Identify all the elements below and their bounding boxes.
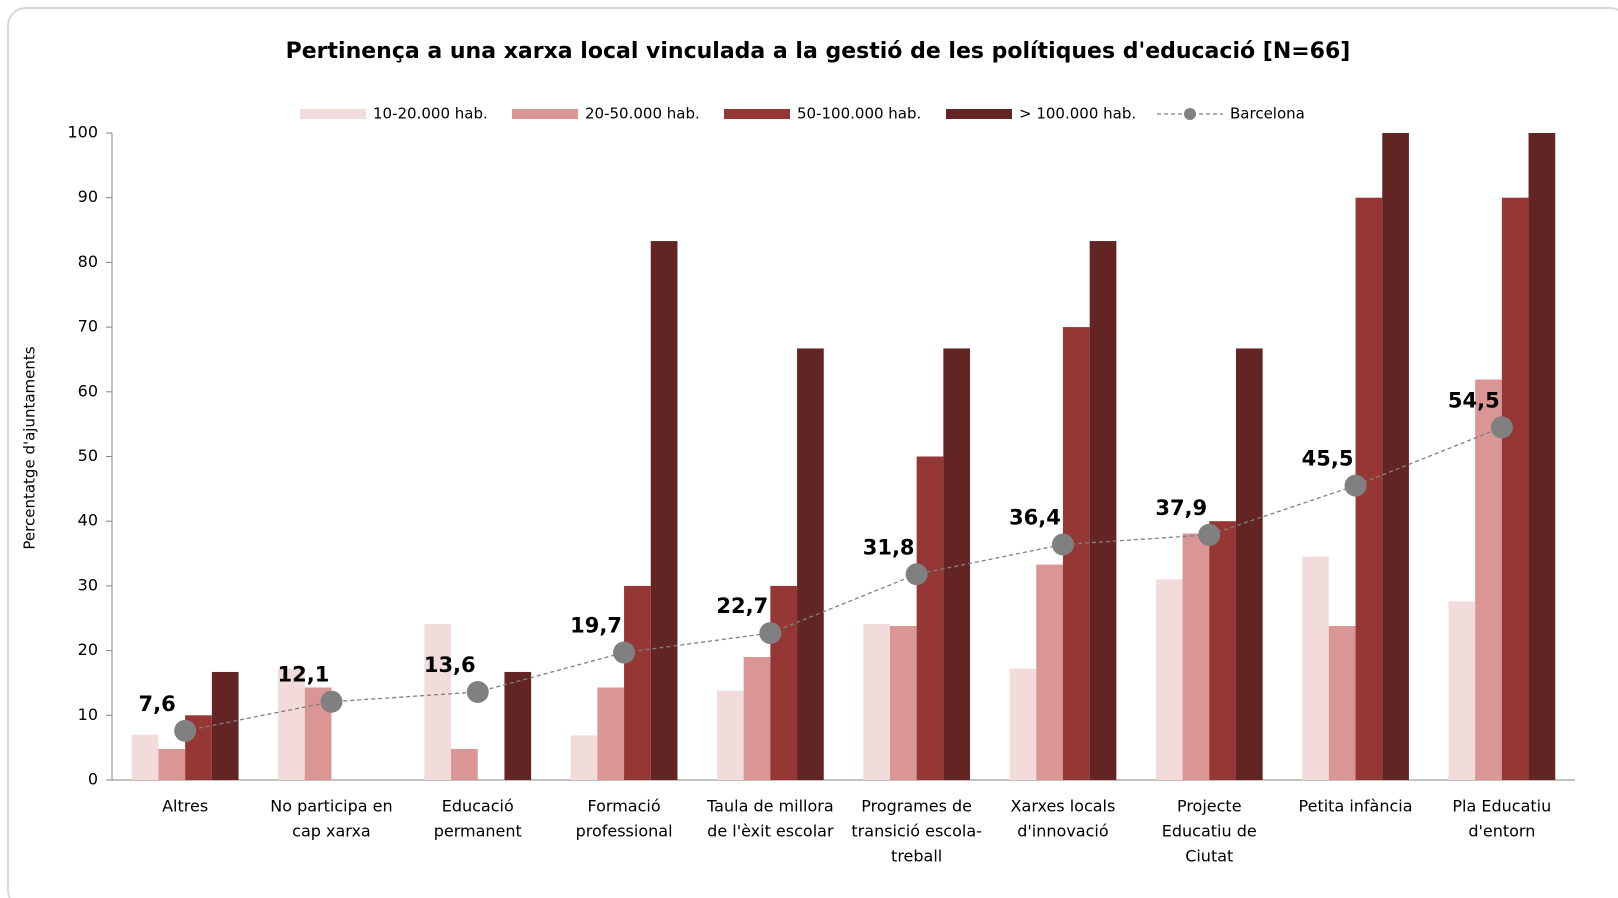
bar xyxy=(424,624,452,780)
y-tick-label: 80 xyxy=(78,252,98,271)
y-tick-label: 30 xyxy=(78,575,98,594)
legend-swatch xyxy=(946,109,1012,119)
legend-swatch xyxy=(300,109,366,119)
line xyxy=(185,426,1503,732)
x-tick-label: Taula de millora xyxy=(706,797,834,816)
data-label: 13,6 xyxy=(424,653,476,677)
x-tick-label: transició escola- xyxy=(851,822,981,841)
bar xyxy=(570,735,598,780)
bar xyxy=(1475,379,1502,780)
bar xyxy=(1036,564,1063,780)
bar xyxy=(770,585,798,780)
legend-swatch xyxy=(1184,108,1196,120)
legend-label: Barcelona xyxy=(1230,105,1305,123)
bar xyxy=(650,241,678,780)
x-tick-label: Educatiu de xyxy=(1162,822,1257,841)
bar xyxy=(743,657,771,780)
bar xyxy=(211,671,239,780)
bar xyxy=(1182,533,1210,780)
bar xyxy=(597,687,625,780)
y-tick-label: 100 xyxy=(67,123,98,142)
y-tick-label: 0 xyxy=(88,770,98,789)
bar xyxy=(943,348,971,780)
legend-label: 10-20.000 hab. xyxy=(373,105,488,123)
marker xyxy=(174,719,197,742)
bar xyxy=(1302,556,1329,780)
x-tick-label: treball xyxy=(891,847,942,866)
data-label: 36,4 xyxy=(1009,505,1061,529)
bar xyxy=(716,690,744,780)
data-label: 45,5 xyxy=(1302,447,1354,471)
marker xyxy=(1198,523,1221,546)
x-tick-label: Pla Educatiu xyxy=(1452,797,1551,816)
data-label: 7,6 xyxy=(139,692,176,716)
y-tick-label: 10 xyxy=(78,705,98,724)
y-axis-label: Percentatge d'ajuntaments xyxy=(21,346,39,549)
y-tick-label: 90 xyxy=(78,187,98,206)
data-label: 12,1 xyxy=(278,663,330,687)
x-tick-label: Altres xyxy=(162,797,208,816)
bar xyxy=(158,748,186,780)
data-label: 22,7 xyxy=(716,594,768,618)
bar xyxy=(1501,197,1529,780)
y-tick-label: 40 xyxy=(78,511,98,530)
data-label: 54,5 xyxy=(1448,388,1500,412)
x-tick-label: Programes de xyxy=(861,797,972,816)
x-tick-label: d'entorn xyxy=(1468,822,1535,841)
marker xyxy=(759,622,782,645)
marker xyxy=(1051,533,1074,556)
legend-label: > 100.000 hab. xyxy=(1019,105,1136,123)
x-tick-label: d'innovació xyxy=(1017,822,1108,841)
data-label: 19,7 xyxy=(570,614,622,638)
bar xyxy=(504,671,532,780)
x-tick-label: permanent xyxy=(434,822,522,841)
marker xyxy=(1490,416,1513,439)
marker xyxy=(1344,474,1367,497)
x-tick-label: cap xarxa xyxy=(292,822,371,841)
x-tick-label: No participa en xyxy=(270,797,392,816)
legend-swatch xyxy=(724,109,790,119)
marker xyxy=(466,681,489,704)
bar xyxy=(1089,241,1117,780)
x-tick-label: Xarxes locals xyxy=(1011,797,1116,816)
bar xyxy=(624,585,651,780)
x-tick-label: de l'èxit escolar xyxy=(707,822,834,841)
x-tick-label: Ciutat xyxy=(1185,847,1233,866)
data-label: 37,9 xyxy=(1155,496,1207,520)
legend-label: 20-50.000 hab. xyxy=(585,105,700,123)
x-tick-label: Petita infància xyxy=(1299,797,1413,816)
bar xyxy=(451,748,478,780)
bar xyxy=(278,668,305,780)
bar xyxy=(889,626,917,780)
legend-label: 50-100.000 hab. xyxy=(797,105,921,123)
bar xyxy=(797,348,824,780)
bar xyxy=(916,456,944,780)
bar xyxy=(1328,626,1356,780)
bar xyxy=(1209,521,1236,780)
legend-swatch xyxy=(512,109,578,119)
marker xyxy=(905,563,928,586)
x-tick-label: Formació xyxy=(587,797,660,816)
bar xyxy=(1009,668,1037,780)
bar xyxy=(863,624,890,780)
marker xyxy=(320,690,343,713)
bar xyxy=(1155,579,1183,780)
y-tick-label: 70 xyxy=(78,317,98,336)
x-tick-label: Educació xyxy=(442,797,514,816)
bar xyxy=(131,734,159,780)
bar xyxy=(1448,601,1476,780)
x-tick-label: Projecte xyxy=(1177,797,1242,816)
chart-title: Pertinença a una xarxa local vinculada a… xyxy=(286,39,1351,64)
x-tick-label: professional xyxy=(576,822,673,841)
y-tick-label: 20 xyxy=(78,640,98,659)
y-tick-label: 50 xyxy=(78,446,98,465)
y-tick-label: 60 xyxy=(78,381,98,400)
marker xyxy=(613,641,636,664)
bar xyxy=(1235,348,1263,780)
data-label: 31,8 xyxy=(863,535,915,559)
bar xyxy=(1528,133,1556,780)
bar xyxy=(1382,133,1409,780)
